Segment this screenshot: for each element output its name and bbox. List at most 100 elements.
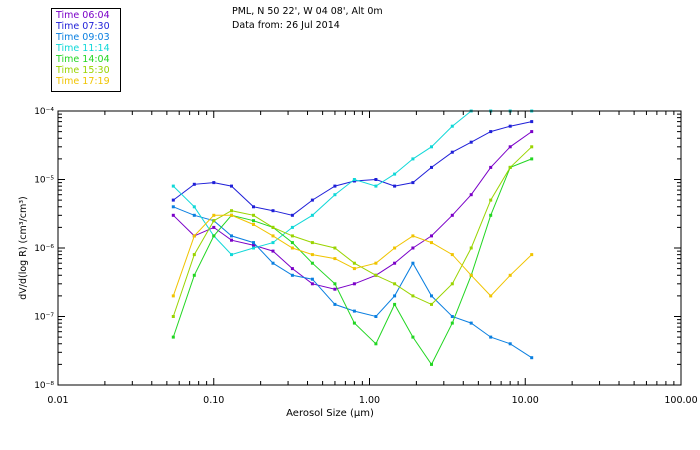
data-point <box>290 267 294 271</box>
data-point <box>489 335 493 339</box>
data-point <box>212 225 216 229</box>
data-point <box>469 273 473 277</box>
data-point <box>430 145 433 149</box>
data-date: Data from: 26 Jul 2014 <box>232 20 340 31</box>
data-point <box>352 267 356 271</box>
data-point <box>411 261 415 265</box>
data-point <box>450 124 454 128</box>
data-point <box>352 261 356 265</box>
data-point <box>171 184 175 188</box>
y-axis-label: dV/d(log R) (cm³/cm³) <box>18 196 29 299</box>
data-point <box>411 181 415 185</box>
data-point <box>333 184 337 188</box>
y-axis-ticks: 10⁻⁸ 10⁻⁷ 10⁻⁶ 10⁻⁵ 10⁻⁴ <box>34 107 681 391</box>
data-point <box>310 241 314 245</box>
legend: Time 06:04 Time 07:30 Time 09:03 Time 11… <box>51 8 121 92</box>
y-tick-label: 10⁻⁷ <box>34 313 54 323</box>
data-point <box>171 315 175 318</box>
legend-item: Time 11:14 <box>56 43 110 54</box>
legend-item: Time 09:03 <box>56 32 110 43</box>
data-point <box>290 234 294 238</box>
data-point <box>352 309 356 313</box>
data-point <box>430 294 433 298</box>
data-point <box>352 178 356 181</box>
data-point <box>252 246 255 250</box>
data-point <box>469 140 473 144</box>
plot-frame <box>57 110 682 386</box>
data-point <box>271 261 275 265</box>
data-point <box>230 253 233 257</box>
station-info: PML, N 50 22', W 04 08', Alt 0m <box>232 6 383 17</box>
data-point <box>530 253 534 257</box>
data-point <box>333 193 337 197</box>
data-point <box>333 246 337 250</box>
data-point <box>508 165 512 169</box>
data-point <box>374 315 378 318</box>
data-point <box>411 234 415 238</box>
data-point <box>290 241 294 245</box>
data-point <box>192 213 196 217</box>
x-tick-label: 10.00 <box>512 395 539 406</box>
data-point <box>271 234 275 238</box>
data-point <box>374 178 378 181</box>
x-tick-label: 1.00 <box>359 395 380 406</box>
data-point <box>290 273 294 277</box>
data-point <box>508 145 512 149</box>
data-point <box>393 184 397 188</box>
data-point <box>489 198 493 202</box>
data-point <box>171 198 175 202</box>
data-point <box>374 184 378 188</box>
x-tick-label: 0.01 <box>47 395 68 406</box>
data-point <box>469 321 473 325</box>
data-point <box>530 145 534 149</box>
data-point <box>430 234 433 238</box>
data-point <box>393 282 397 286</box>
x-tick-label: 100.00 <box>664 395 697 406</box>
data-point <box>508 342 512 346</box>
y-tick-label: 10⁻⁶ <box>34 244 54 254</box>
data-point <box>271 241 275 245</box>
data-point <box>374 261 378 265</box>
x-tick-label: 0.10 <box>203 395 224 406</box>
data-point <box>450 321 454 325</box>
legend-item: Time 15:30 <box>56 65 110 76</box>
y-tick-label: 10⁻⁸ <box>34 381 54 391</box>
data-point <box>333 302 337 306</box>
data-point <box>171 213 175 217</box>
plot-series-group <box>171 109 534 366</box>
legend-item: Time 14:04 <box>56 54 110 65</box>
data-point <box>192 234 196 238</box>
data-point <box>469 193 473 197</box>
data-point <box>192 253 196 257</box>
data-point <box>171 205 175 209</box>
y-tick-label: 10⁻⁴ <box>34 107 54 117</box>
data-point <box>252 241 255 245</box>
data-point <box>333 287 337 291</box>
data-point <box>450 315 454 318</box>
data-point <box>489 130 493 134</box>
series-line <box>172 131 532 290</box>
data-point <box>469 246 473 250</box>
y-tick-label: 10⁻⁵ <box>34 176 54 186</box>
data-point <box>271 249 275 253</box>
data-point <box>411 294 415 298</box>
data-point <box>230 209 233 213</box>
data-point <box>230 213 233 217</box>
data-point <box>212 219 216 223</box>
data-point <box>230 184 233 188</box>
data-point <box>411 335 415 339</box>
data-point <box>450 213 454 217</box>
data-point <box>290 213 294 217</box>
data-point <box>393 261 397 265</box>
data-point <box>252 219 255 223</box>
data-point <box>252 223 255 226</box>
data-point <box>430 302 433 306</box>
data-point <box>310 253 314 257</box>
data-point <box>310 261 314 265</box>
data-point <box>252 213 255 217</box>
data-point <box>212 213 216 217</box>
data-point <box>411 157 415 161</box>
data-point <box>530 130 534 134</box>
data-point <box>430 165 433 169</box>
